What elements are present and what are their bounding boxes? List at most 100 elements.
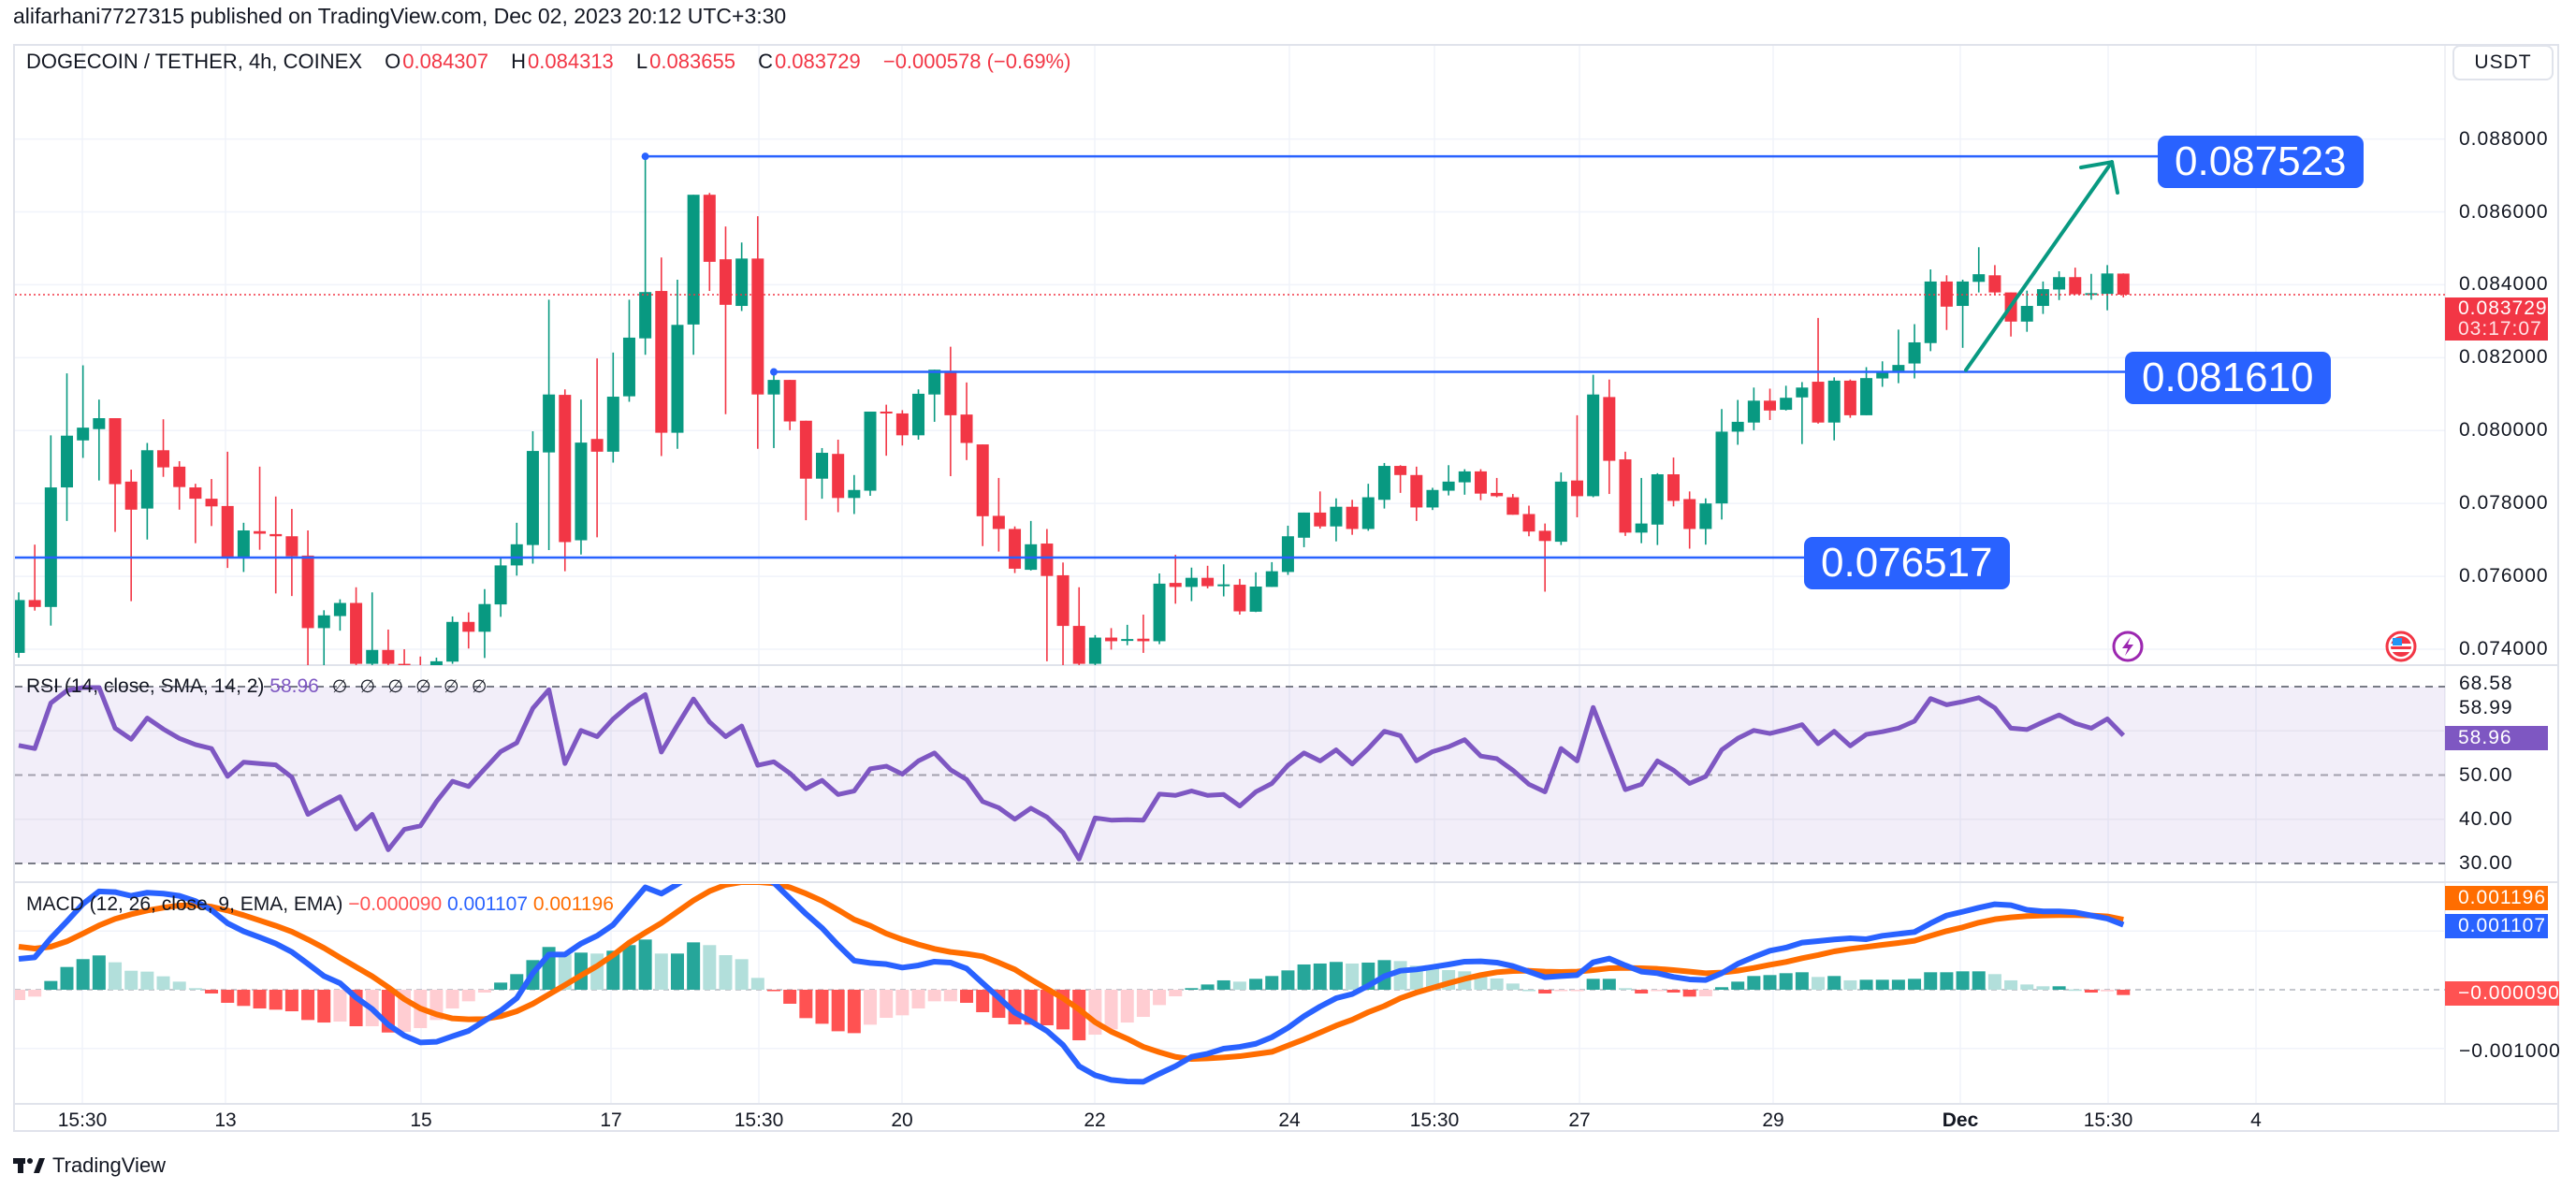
candle-up[interactable]: [333, 599, 346, 631]
candle-up[interactable]: [912, 389, 925, 440]
candle-down[interactable]: [301, 530, 314, 674]
candle-up[interactable]: [1747, 387, 1760, 430]
candle-down[interactable]: [415, 656, 427, 674]
candle-up[interactable]: [687, 195, 700, 355]
candle-up[interactable]: [93, 399, 106, 481]
candle-down[interactable]: [799, 420, 812, 521]
candle-up[interactable]: [1860, 367, 1873, 415]
candle-up[interactable]: [1265, 561, 1278, 587]
candle-up[interactable]: [510, 522, 523, 576]
candle-up[interactable]: [816, 447, 828, 500]
candle-up[interactable]: [1298, 512, 1311, 547]
candle-down[interactable]: [1619, 451, 1632, 536]
candle-down[interactable]: [880, 404, 893, 457]
candle-up[interactable]: [1731, 399, 1744, 445]
candle-down[interactable]: [189, 484, 202, 544]
candle-up[interactable]: [1796, 382, 1809, 444]
candle-down[interactable]: [895, 410, 909, 446]
candle-down[interactable]: [1683, 491, 1696, 549]
symbol-legend[interactable]: DOGECOIN / TETHER, 4h, COINEX O0.084307 …: [26, 50, 1072, 74]
candle-up[interactable]: [1361, 484, 1375, 531]
candle-up[interactable]: [237, 522, 250, 573]
candle-up[interactable]: [1780, 385, 1793, 411]
candle-up[interactable]: [606, 352, 619, 463]
lightning-event-icon[interactable]: [2112, 631, 2144, 662]
candle-up[interactable]: [1635, 477, 1648, 544]
candle-up[interactable]: [1025, 520, 1038, 571]
candle-up[interactable]: [1281, 525, 1294, 575]
candle-down[interactable]: [1843, 379, 1856, 418]
macd-legend[interactable]: MACD (12, 26, close, 9, EMA, EMA) −0.000…: [26, 893, 614, 916]
candle-up[interactable]: [2085, 273, 2098, 300]
candle-up[interactable]: [1426, 487, 1439, 511]
candle-up[interactable]: [575, 399, 588, 555]
candle-up[interactable]: [478, 588, 491, 659]
candle-down[interactable]: [2117, 273, 2130, 297]
candle-down[interactable]: [1506, 494, 1520, 515]
candle-down[interactable]: [1474, 469, 1487, 500]
candle-down[interactable]: [398, 649, 411, 674]
candle-down[interactable]: [1105, 628, 1118, 650]
arrow-shaft[interactable]: [1964, 160, 2114, 372]
candle-up[interactable]: [61, 373, 74, 521]
candle-down[interactable]: [783, 380, 796, 430]
candle-down[interactable]: [832, 440, 845, 513]
candle-up[interactable]: [1442, 465, 1455, 496]
candle-down[interactable]: [655, 257, 668, 457]
candle-down[interactable]: [1940, 275, 1953, 330]
candle-up[interactable]: [1908, 324, 1921, 379]
candle-down[interactable]: [1041, 529, 1054, 661]
level-price-label[interactable]: 0.076517: [1804, 536, 2010, 589]
candle-down[interactable]: [1603, 379, 1616, 495]
horizontal-levels[interactable]: [15, 152, 2158, 559]
candle-down[interactable]: [269, 496, 283, 594]
footer-brand[interactable]: TradingView: [13, 1153, 166, 1178]
candle-up[interactable]: [1651, 472, 1664, 545]
candle-down[interactable]: [350, 587, 363, 672]
candle-down[interactable]: [109, 418, 122, 532]
candle-up[interactable]: [639, 156, 652, 355]
candle-up[interactable]: [44, 435, 57, 626]
candle-up[interactable]: [1827, 377, 1841, 441]
candle-down[interactable]: [1009, 526, 1022, 573]
candle-down[interactable]: [1570, 414, 1583, 517]
candle-down[interactable]: [1764, 388, 1777, 420]
level-anchor-handle[interactable]: [769, 368, 778, 376]
candle-down[interactable]: [1394, 465, 1407, 493]
candle-up[interactable]: [317, 610, 330, 667]
candle-up[interactable]: [366, 592, 379, 671]
candle-down[interactable]: [1988, 265, 2001, 296]
candle-down[interactable]: [382, 629, 395, 671]
candle-up[interactable]: [1587, 374, 1600, 498]
candle-down[interactable]: [173, 460, 186, 510]
candle-up[interactable]: [1121, 624, 1134, 645]
candle-up[interactable]: [446, 616, 459, 664]
candle-up[interactable]: [1249, 572, 1262, 613]
candle-up[interactable]: [1715, 409, 1728, 520]
candle-up[interactable]: [1217, 564, 1230, 597]
candle-down[interactable]: [976, 444, 989, 546]
candle-down[interactable]: [254, 466, 267, 550]
candle-down[interactable]: [1314, 491, 1327, 529]
candle-up[interactable]: [1957, 279, 1970, 348]
candle-down[interactable]: [960, 382, 973, 460]
candle-up[interactable]: [1892, 329, 1905, 384]
candle-up[interactable]: [2101, 265, 2114, 311]
candle-up[interactable]: [1458, 469, 1471, 495]
candle-up[interactable]: [1699, 498, 1712, 545]
candle-up[interactable]: [864, 412, 877, 496]
candle-down[interactable]: [1491, 477, 1504, 498]
candle-up[interactable]: [13, 592, 25, 658]
candle-up[interactable]: [140, 442, 153, 540]
candle-down[interactable]: [1169, 555, 1182, 604]
candle-up[interactable]: [1377, 462, 1390, 509]
candle-down[interactable]: [205, 479, 218, 527]
candle-up[interactable]: [1876, 361, 1889, 387]
candle-down[interactable]: [28, 544, 41, 611]
candle-down[interactable]: [944, 346, 957, 476]
candle-down[interactable]: [703, 193, 716, 292]
candle-down[interactable]: [1233, 578, 1246, 616]
candle-up[interactable]: [735, 242, 749, 312]
candle-up[interactable]: [1330, 498, 1343, 542]
candle-down[interactable]: [1072, 587, 1085, 675]
